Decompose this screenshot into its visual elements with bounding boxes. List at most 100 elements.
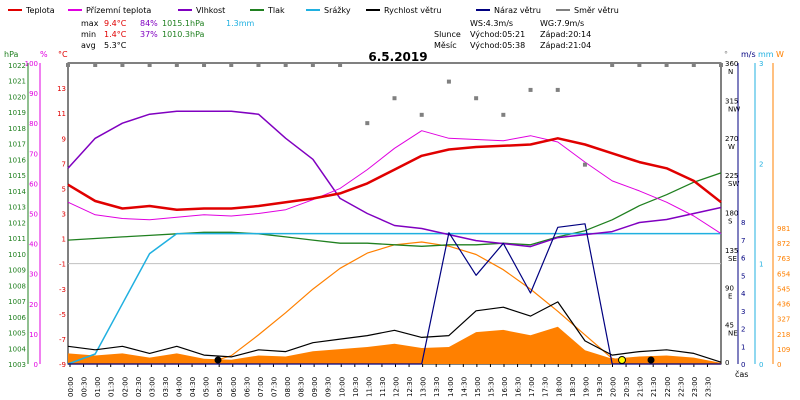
c-tick-label: -9 — [59, 361, 66, 369]
unit-deg: ° — [724, 50, 728, 59]
hpa-tick-label: 1012 — [8, 219, 26, 227]
time-tick-label: 06:30 — [243, 377, 251, 397]
moon-marker — [647, 356, 655, 364]
series-point-smer — [637, 63, 642, 67]
stats-min-press: 1010.3hPa — [162, 30, 205, 39]
hpa-tick-label: 1020 — [8, 93, 26, 101]
series-point-smer — [365, 121, 370, 126]
stats-moon-rise: Východ:05:38 — [470, 41, 525, 50]
time-tick-label: 16:00 — [501, 377, 509, 397]
time-tick-label: 07:00 — [257, 377, 265, 397]
w-tick-label: 327 — [777, 316, 790, 324]
ms-tick-label: 8 — [741, 219, 745, 227]
series-layer — [66, 63, 723, 365]
time-tick-label: 19:00 — [582, 377, 590, 397]
pct-tick-label: 30 — [29, 271, 38, 279]
stats-max-temp: 9.4°C — [104, 19, 127, 28]
stats-min-hum: 37% — [140, 30, 158, 39]
series-point-smer — [120, 63, 125, 67]
series-point-smer — [202, 63, 207, 67]
pct-tick-label: 0 — [34, 361, 38, 369]
legend-label-naraz: Náraz větru — [494, 6, 541, 15]
ms-tick-label: 2 — [741, 326, 745, 334]
series-point-smer — [392, 96, 397, 101]
w-tick-label: 763 — [777, 255, 790, 263]
series-point-smer — [610, 63, 615, 67]
time-tick-label: 05:00 — [203, 377, 211, 397]
series-point-smer — [310, 63, 315, 67]
time-tick-label: 18:00 — [555, 377, 563, 397]
c-tick-label: -5 — [59, 311, 66, 319]
stats-block: max 9.4°C 84% 1015.1hPa 1.3mm min 1.4°C … — [81, 19, 591, 50]
c-tick-label: 9 — [62, 135, 66, 143]
time-tick-label: 12:00 — [393, 377, 401, 397]
series-line-prizemni — [67, 130, 722, 235]
w-tick-label: 872 — [777, 240, 790, 248]
hpa-tick-label: 1014 — [8, 188, 26, 196]
time-tick-label: 19:30 — [596, 377, 604, 397]
dir-tick-label: SW — [728, 180, 739, 188]
series-line-vlhkost — [67, 110, 722, 248]
time-tick-label: 23:00 — [691, 377, 699, 397]
dir-tick-label: N — [728, 68, 733, 76]
series-point-smer — [147, 63, 152, 67]
series-point-smer — [528, 87, 533, 92]
stats-avg-label: avg — [81, 41, 96, 50]
unit-headers: hPa % °C ° m/s mm W — [4, 50, 784, 59]
legend-label-rychlost: Rychlost větru — [384, 6, 441, 15]
hpa-tick-label: 1005 — [8, 330, 26, 338]
series-line-rychlost — [67, 301, 722, 363]
time-tick-label: 01:00 — [94, 377, 102, 397]
c-tick-label: 7 — [62, 160, 66, 168]
time-tick-label: 16:30 — [515, 377, 523, 397]
series-point-smer — [174, 63, 179, 67]
time-tick-label: 03:00 — [148, 377, 156, 397]
hpa-tick-label: 1009 — [8, 267, 26, 275]
axis-c-ticks: 13 11 9 7 5 3 1 -1 -3 -5 -7 -9 — [57, 85, 66, 369]
time-tick-label: 22:00 — [664, 377, 672, 397]
time-tick-label: 17:30 — [542, 377, 550, 397]
unit-ms: m/s — [741, 50, 756, 59]
series-point-smer — [419, 112, 424, 117]
hpa-tick-label: 1015 — [8, 172, 26, 180]
axis-time-ticks: 00:00 00:30 01:00 01:30 02:00 02:30 03:00 03:30… — [67, 364, 712, 397]
unit-pct: % — [40, 50, 48, 59]
series-point-smer — [719, 63, 723, 67]
dir-tick-label: S — [728, 218, 733, 226]
time-tick-label: 11:00 — [365, 377, 373, 397]
pct-tick-label: 100 — [25, 60, 38, 68]
time-tick-label: 00:00 — [67, 377, 75, 397]
dir-tick-deg: 315 — [725, 97, 738, 105]
hpa-tick-label: 1004 — [8, 345, 26, 353]
axis-w-ticks: 981 872 763 654 545 436 327 218 109 0 — [777, 225, 791, 369]
series-line-naraz — [68, 223, 721, 365]
time-tick-label: 15:00 — [474, 377, 482, 397]
stats-sun-set: Západ:20:14 — [540, 30, 591, 39]
time-tick-label: 20:00 — [610, 377, 618, 397]
time-tick-label: 15:30 — [487, 377, 495, 397]
time-tick-label: 13:00 — [420, 377, 428, 397]
w-tick-label: 545 — [777, 285, 790, 293]
w-tick-label: 981 — [777, 225, 790, 233]
pct-tick-label: 70 — [29, 150, 38, 158]
ms-tick-label: 1 — [741, 343, 745, 351]
hpa-tick-label: 1010 — [8, 251, 26, 259]
time-tick-label: 11:30 — [379, 377, 387, 397]
stats-min-temp: 1.4°C — [104, 30, 127, 39]
series-point-smer — [501, 112, 506, 117]
c-tick-label: -3 — [59, 286, 66, 294]
ms-tick-label: 3 — [741, 308, 745, 316]
pct-tick-label: 60 — [29, 180, 38, 188]
series-point-smer — [66, 63, 70, 67]
hpa-tick-label: 1018 — [8, 125, 26, 133]
series-point-smer — [229, 63, 234, 67]
stats-moon-set: Západ:21:04 — [540, 41, 591, 50]
mm-tick-label: 1 — [759, 261, 763, 269]
hpa-tick-label: 1022 — [8, 62, 26, 70]
pct-tick-label: 20 — [29, 301, 38, 309]
pct-tick-label: 80 — [29, 120, 38, 128]
hpa-tick-label: 1006 — [8, 314, 26, 322]
